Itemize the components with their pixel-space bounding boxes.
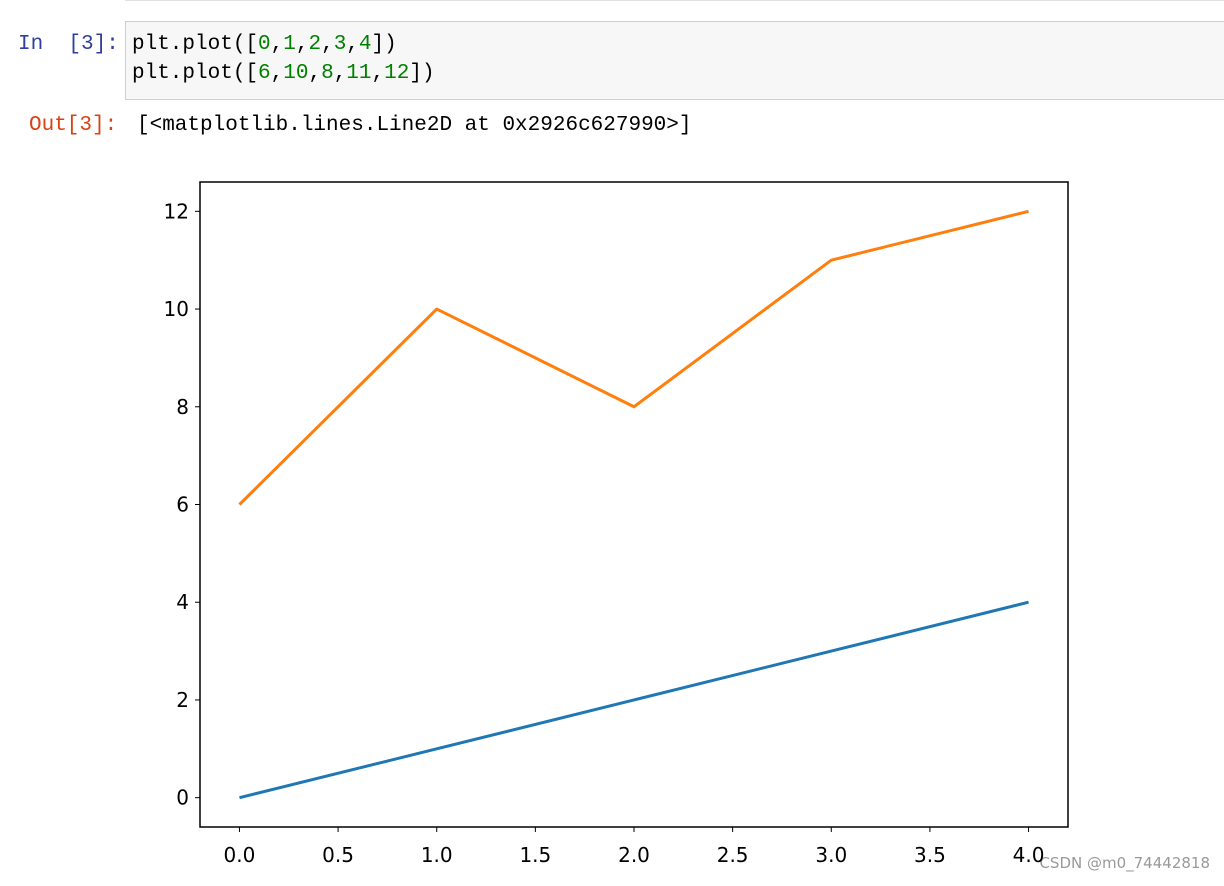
x-tick-label: 1.5 bbox=[519, 843, 551, 867]
y-tick-label: 10 bbox=[164, 297, 189, 321]
code-line: plt.plot([0,1,2,3,4]) bbox=[132, 33, 397, 56]
x-tick-label: 3.5 bbox=[914, 843, 946, 867]
line-series bbox=[238, 209, 1029, 506]
x-tick-label: 0.5 bbox=[322, 843, 354, 867]
axes-frame bbox=[199, 181, 1069, 828]
cell-separator bbox=[125, 0, 1224, 1]
x-tick-label: 4.0 bbox=[1013, 843, 1045, 867]
x-tick-label: 2.5 bbox=[717, 843, 749, 867]
output-text: [<matplotlib.lines.Line2D at 0x2926c6279… bbox=[137, 114, 692, 137]
in-prompt: In [3]: bbox=[18, 33, 119, 56]
code-cell[interactable]: plt.plot([0,1,2,3,4]) plt.plot([6,10,8,1… bbox=[125, 21, 1224, 100]
x-tick-label: 3.0 bbox=[815, 843, 847, 867]
y-tick-label: 12 bbox=[164, 199, 189, 223]
x-tick-label: 0.0 bbox=[224, 843, 256, 867]
y-tick-label: 6 bbox=[176, 493, 189, 517]
y-tick-label: 2 bbox=[176, 688, 189, 712]
x-tick-label: 1.0 bbox=[421, 843, 453, 867]
y-tick-label: 4 bbox=[176, 590, 189, 614]
y-tick-label: 0 bbox=[176, 786, 189, 810]
code-line: plt.plot([6,10,8,11,12]) bbox=[132, 62, 435, 85]
y-tick-label: 8 bbox=[176, 395, 189, 419]
out-prompt: Out[3]: bbox=[29, 114, 118, 137]
x-tick-label: 2.0 bbox=[618, 843, 650, 867]
line-series bbox=[239, 600, 1029, 800]
watermark: CSDN @m0_74442818 bbox=[1039, 854, 1210, 873]
